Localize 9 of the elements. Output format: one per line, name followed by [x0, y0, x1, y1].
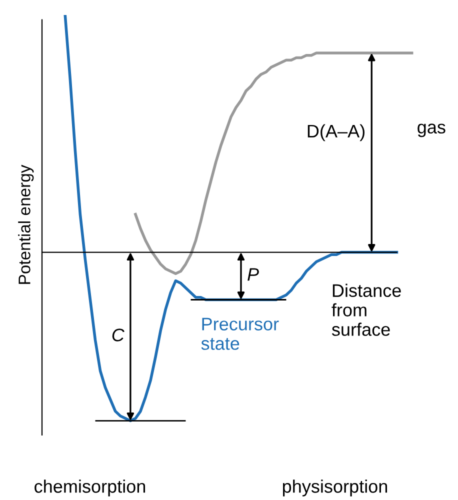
annotation: D(A–A) [308, 124, 364, 142]
text: gas [418, 124, 446, 138]
annotation: P [248, 268, 259, 281]
annotation: Distance from surface [332, 284, 401, 336]
y-axis-title: Potential energy [18, 164, 34, 284]
text: physisorption [282, 480, 388, 496]
annotation: C [112, 328, 125, 342]
annotation: Precursor state [201, 318, 279, 350]
text: chemisorption [34, 480, 146, 496]
